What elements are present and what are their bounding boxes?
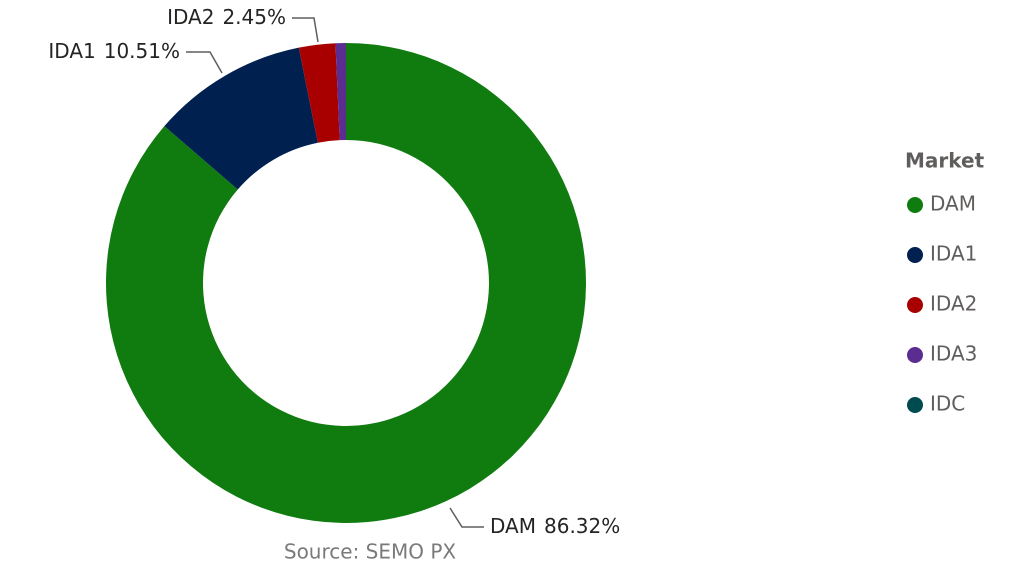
source: Source: SEMO PX	[284, 540, 457, 564]
leader-line	[292, 17, 319, 43]
legend-swatch	[907, 397, 923, 413]
legend-label: IDA3	[930, 342, 977, 366]
data-label-category: DAM	[490, 514, 536, 538]
slice	[298, 43, 340, 143]
data-label: IDA1 10.51%	[48, 39, 180, 63]
data-label-value: 86.32%	[544, 514, 620, 538]
legend-swatch	[907, 297, 923, 313]
legend-swatch	[907, 247, 923, 263]
data-label: IDA2 2.45%	[167, 5, 286, 29]
legend-label: DAM	[930, 192, 976, 216]
slice	[106, 43, 586, 524]
data-label: DAM 86.32%	[490, 514, 620, 538]
legend-label: IDA1	[930, 242, 977, 266]
slice	[335, 43, 346, 141]
legend-label: IDA2	[930, 292, 977, 316]
legend-swatch	[907, 347, 923, 363]
legend-swatch	[907, 197, 923, 213]
leader-line	[186, 51, 223, 74]
legend-title: Market	[905, 149, 985, 173]
leader-line	[449, 507, 484, 528]
data-label-value: 2.45%	[222, 5, 286, 29]
slice	[164, 47, 318, 190]
legend-label: IDC	[930, 392, 965, 416]
data-label-value: 10.51%	[104, 39, 180, 63]
data-label-category: IDA2	[167, 5, 214, 29]
data-label-category: IDA1	[48, 39, 95, 63]
